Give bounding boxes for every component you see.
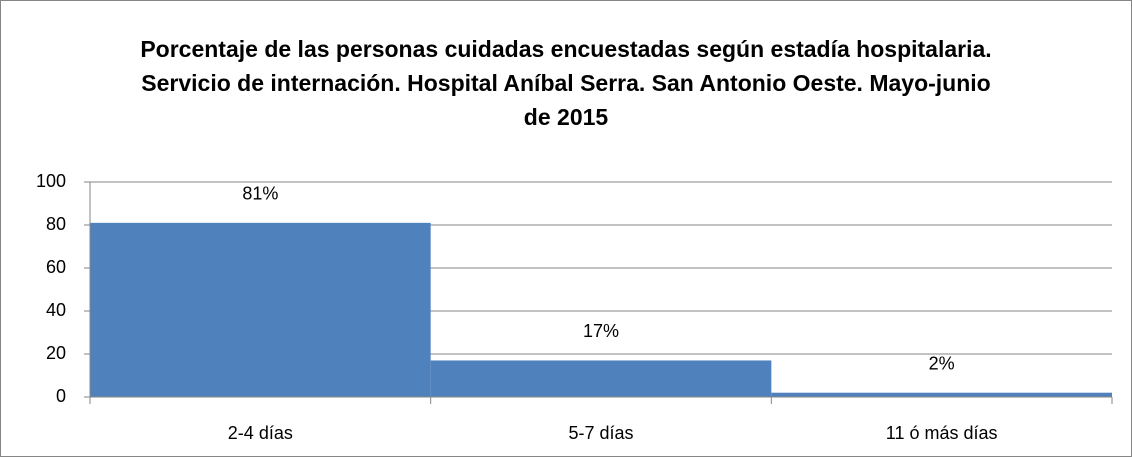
y-tick-label: 40 bbox=[46, 300, 66, 320]
x-tick-label: 5-7 días bbox=[568, 423, 633, 443]
y-tick-label: 20 bbox=[46, 343, 66, 363]
bar bbox=[90, 222, 431, 397]
data-label: 81% bbox=[242, 184, 278, 204]
y-tick-label: 80 bbox=[46, 214, 66, 234]
y-tick-label: 0 bbox=[56, 386, 66, 406]
bar bbox=[430, 360, 772, 397]
x-tick-label: 11 ó más días bbox=[886, 423, 998, 443]
x-tick-label: 2-4 días bbox=[228, 423, 293, 443]
bar bbox=[771, 392, 1112, 397]
y-tick-label: 60 bbox=[46, 257, 66, 277]
data-label: 2% bbox=[929, 353, 955, 373]
chart-title: Porcentaje de las personas cuidadas encu… bbox=[140, 36, 992, 130]
y-tick-label: 100 bbox=[36, 171, 66, 191]
data-label: 17% bbox=[583, 321, 619, 341]
